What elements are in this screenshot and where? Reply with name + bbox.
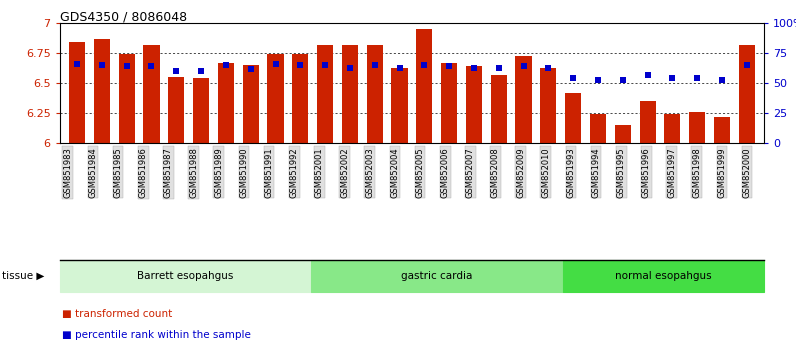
- Bar: [292, 54, 308, 143]
- Text: GSM851993: GSM851993: [567, 147, 576, 198]
- Bar: [218, 63, 234, 143]
- Bar: [119, 54, 135, 143]
- Point: [493, 65, 505, 70]
- Bar: [615, 125, 631, 143]
- Bar: [689, 112, 705, 143]
- Text: GSM851996: GSM851996: [642, 147, 651, 198]
- Point: [418, 62, 431, 68]
- Point: [71, 61, 84, 67]
- Text: GSM851988: GSM851988: [189, 147, 198, 198]
- Bar: [639, 101, 656, 143]
- Point: [467, 65, 480, 70]
- Text: gastric cardia: gastric cardia: [401, 271, 473, 281]
- Bar: [69, 42, 85, 143]
- Point: [517, 63, 530, 69]
- Bar: [317, 45, 334, 143]
- Point: [220, 62, 232, 68]
- Point: [691, 75, 704, 81]
- Bar: [565, 93, 581, 143]
- Text: GSM851987: GSM851987: [164, 147, 173, 198]
- Text: GSM851985: GSM851985: [114, 147, 123, 198]
- Point: [616, 77, 629, 82]
- Text: tissue ▶: tissue ▶: [2, 271, 44, 281]
- Text: GSM851994: GSM851994: [591, 147, 601, 198]
- Text: GSM851983: GSM851983: [63, 147, 72, 198]
- Text: GSM852008: GSM852008: [491, 147, 500, 198]
- Bar: [540, 68, 556, 143]
- Text: GSM851986: GSM851986: [139, 147, 148, 198]
- Text: GSM852007: GSM852007: [466, 147, 475, 198]
- Text: GDS4350 / 8086048: GDS4350 / 8086048: [60, 11, 187, 24]
- Bar: [739, 45, 755, 143]
- Bar: [168, 77, 185, 143]
- Bar: [267, 54, 283, 143]
- Bar: [416, 29, 432, 143]
- Bar: [341, 45, 358, 143]
- Text: GSM852005: GSM852005: [416, 147, 424, 198]
- Text: normal esopahgus: normal esopahgus: [615, 271, 712, 281]
- Text: GSM852001: GSM852001: [315, 147, 324, 198]
- Point: [269, 61, 282, 67]
- Point: [443, 63, 455, 69]
- Point: [591, 77, 604, 82]
- Text: GSM851989: GSM851989: [214, 147, 223, 198]
- Point: [567, 75, 579, 81]
- Bar: [490, 75, 507, 143]
- Point: [96, 62, 108, 68]
- Text: GSM851995: GSM851995: [617, 147, 626, 198]
- Bar: [441, 63, 457, 143]
- Text: GSM852004: GSM852004: [390, 147, 400, 198]
- Text: GSM852009: GSM852009: [516, 147, 525, 198]
- Point: [318, 62, 331, 68]
- Point: [642, 72, 654, 78]
- Bar: [367, 45, 383, 143]
- Bar: [516, 56, 532, 143]
- Text: GSM852002: GSM852002: [340, 147, 349, 198]
- Point: [542, 65, 555, 70]
- Bar: [665, 114, 681, 143]
- Text: GSM851992: GSM851992: [290, 147, 298, 198]
- Text: GSM852010: GSM852010: [541, 147, 550, 198]
- Point: [244, 66, 257, 72]
- Text: GSM851999: GSM851999: [717, 147, 727, 198]
- Point: [120, 63, 133, 69]
- Bar: [193, 78, 209, 143]
- Point: [294, 62, 306, 68]
- Text: GSM852006: GSM852006: [441, 147, 450, 198]
- Text: GSM851991: GSM851991: [264, 147, 274, 198]
- Bar: [714, 117, 730, 143]
- Text: GSM851997: GSM851997: [667, 147, 676, 198]
- Bar: [392, 68, 408, 143]
- Text: GSM851984: GSM851984: [88, 147, 97, 198]
- Point: [369, 62, 381, 68]
- Bar: [466, 66, 482, 143]
- Bar: [143, 45, 159, 143]
- Text: ■ transformed count: ■ transformed count: [62, 309, 173, 319]
- Text: GSM852003: GSM852003: [365, 147, 374, 198]
- Point: [666, 75, 679, 81]
- Point: [716, 77, 728, 82]
- Point: [344, 65, 357, 70]
- Bar: [243, 65, 259, 143]
- Text: GSM851990: GSM851990: [240, 147, 248, 198]
- Bar: [94, 39, 110, 143]
- Point: [145, 63, 158, 69]
- Point: [740, 62, 753, 68]
- Text: ■ percentile rank within the sample: ■ percentile rank within the sample: [62, 330, 251, 340]
- Bar: [590, 114, 606, 143]
- Text: GSM852000: GSM852000: [743, 147, 751, 198]
- Point: [393, 65, 406, 70]
- Point: [170, 68, 182, 74]
- Point: [195, 68, 208, 74]
- Text: Barrett esopahgus: Barrett esopahgus: [137, 271, 234, 281]
- Text: GSM851998: GSM851998: [693, 147, 701, 198]
